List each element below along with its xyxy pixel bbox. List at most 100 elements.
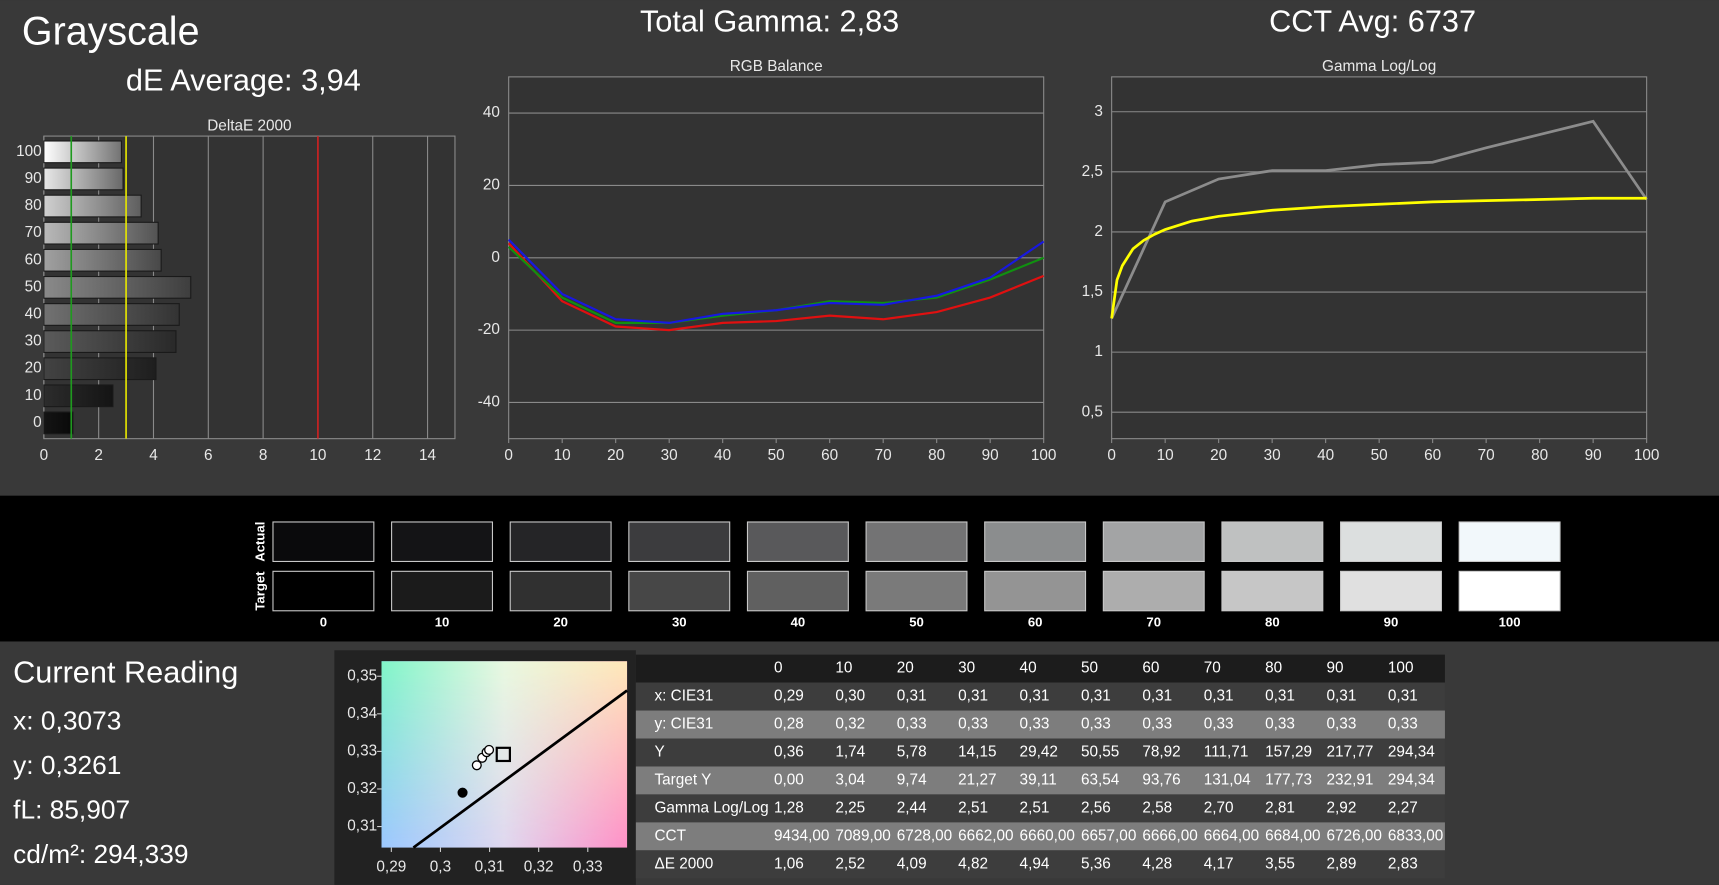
table-header-bg <box>635 654 1445 683</box>
target-swatch <box>746 570 849 612</box>
table-cell: 157,29 <box>1265 744 1312 761</box>
x-tick-label: 0,31 <box>475 858 505 875</box>
table-cell: 9,74 <box>897 771 927 788</box>
reading-line: fL: 85,907 <box>13 794 130 824</box>
table-cell: 1,06 <box>774 855 804 872</box>
bar <box>43 411 74 435</box>
target-swatch <box>865 570 968 612</box>
table-cell: 4,94 <box>1020 855 1050 872</box>
table-header: 0 <box>774 660 783 677</box>
bar <box>43 167 124 191</box>
actual-swatch <box>1458 521 1561 562</box>
plot-area <box>1111 76 1648 440</box>
actual-swatch <box>509 521 612 562</box>
table-cell: 0,31 <box>897 688 927 705</box>
swatch-label: 50 <box>909 614 924 629</box>
x-tick-label: 10 <box>554 447 571 464</box>
table-cell: 6657,00 <box>1081 827 1136 844</box>
x-tick-label: 0 <box>40 447 49 464</box>
target-swatch <box>272 570 375 612</box>
x-tick-label: 30 <box>661 447 678 464</box>
table-cell: 39,11 <box>1020 771 1057 788</box>
table-cell: 0,32 <box>835 716 865 733</box>
measured-point <box>484 744 495 755</box>
table-cell: 0,33 <box>1388 716 1418 733</box>
bar <box>43 221 159 245</box>
bar <box>43 330 177 353</box>
table-cell: 2,56 <box>1081 799 1111 816</box>
table-cell: 50,55 <box>1081 744 1119 761</box>
table-cell: 1,28 <box>774 799 804 816</box>
y-tick-label: 80 <box>25 197 42 214</box>
x-tick-label: 90 <box>982 447 999 464</box>
bar <box>43 248 162 272</box>
y-tick-label: 40 <box>25 306 42 323</box>
table-header: 40 <box>1020 660 1037 677</box>
table-cell: 177,73 <box>1265 771 1312 788</box>
y-tick-label: 0,33 <box>347 742 377 759</box>
actual-swatch <box>1102 521 1205 562</box>
table-cell: 6666,00 <box>1142 827 1197 844</box>
table-cell: 14,15 <box>958 744 996 761</box>
y-tick-label: 20 <box>25 360 42 377</box>
bar <box>43 384 114 408</box>
y-tick-label: 1 <box>1094 343 1103 360</box>
cie-background-top <box>381 661 628 848</box>
table-header: 90 <box>1327 660 1344 677</box>
swatch-label: 60 <box>1028 614 1043 629</box>
y-tick-label: 0,5 <box>1082 403 1103 420</box>
table-header: 70 <box>1204 660 1221 677</box>
table-cell: 78,92 <box>1142 744 1180 761</box>
series-line <box>507 238 1045 324</box>
measured-point <box>457 787 468 798</box>
x-tick-label: 4 <box>149 447 158 464</box>
table-cell: 0,33 <box>1020 716 1050 733</box>
table-row-bg <box>635 850 1445 879</box>
table-cell: 131,04 <box>1204 771 1251 788</box>
swatch-band <box>0 495 1719 642</box>
table-cell: 0,29 <box>774 688 804 705</box>
y-tick-label: 1,5 <box>1082 283 1103 300</box>
table-cell: 2,27 <box>1388 799 1418 816</box>
table-cell: 6664,00 <box>1204 827 1259 844</box>
table-cell: 2,58 <box>1142 799 1172 816</box>
table-cell: 0,33 <box>897 716 927 733</box>
table-cell: 111,71 <box>1204 744 1249 761</box>
y-tick-label: 70 <box>25 224 42 241</box>
series-line <box>1110 119 1648 320</box>
bar <box>43 303 180 326</box>
de-average: dE Average: 3,94 <box>126 62 361 97</box>
table-cell: 21,27 <box>958 771 996 788</box>
x-tick-label: 6 <box>204 447 213 464</box>
y-tick-label: 0 <box>491 249 500 266</box>
table-cell: 232,91 <box>1327 771 1374 788</box>
table-row-bg <box>635 710 1445 739</box>
target-swatch <box>391 570 494 612</box>
x-tick-label: 20 <box>607 447 624 464</box>
y-tick-label: 30 <box>25 333 42 350</box>
table-cell: 9434,00 <box>774 827 829 844</box>
table-cell: 0,30 <box>835 688 865 705</box>
table-cell: 217,77 <box>1327 744 1374 761</box>
actual-swatch <box>272 521 375 562</box>
x-tick-label: 70 <box>1478 447 1495 464</box>
table-row-bg <box>635 738 1445 767</box>
swatch-label: 80 <box>1265 614 1280 629</box>
y-tick-label: 2,5 <box>1082 163 1103 180</box>
chart-title: RGB Balance <box>730 58 823 75</box>
reading-line: cd/m²: 294,339 <box>13 839 188 869</box>
table-cell: 0,31 <box>1265 688 1295 705</box>
table-cell: 0,33 <box>958 716 988 733</box>
swatch-label: 30 <box>672 614 687 629</box>
table-cell: 5,36 <box>1081 855 1111 872</box>
table-cell: 6726,00 <box>1327 827 1382 844</box>
swatch-label: 40 <box>791 614 806 629</box>
x-tick-label: 10 <box>1157 447 1174 464</box>
x-tick-label: 80 <box>928 447 945 464</box>
y-tick-label: 100 <box>16 143 42 160</box>
x-tick-label: 90 <box>1585 447 1602 464</box>
bar <box>43 357 157 381</box>
swatch-label: 100 <box>1499 614 1521 629</box>
x-tick-label: 60 <box>1424 447 1441 464</box>
